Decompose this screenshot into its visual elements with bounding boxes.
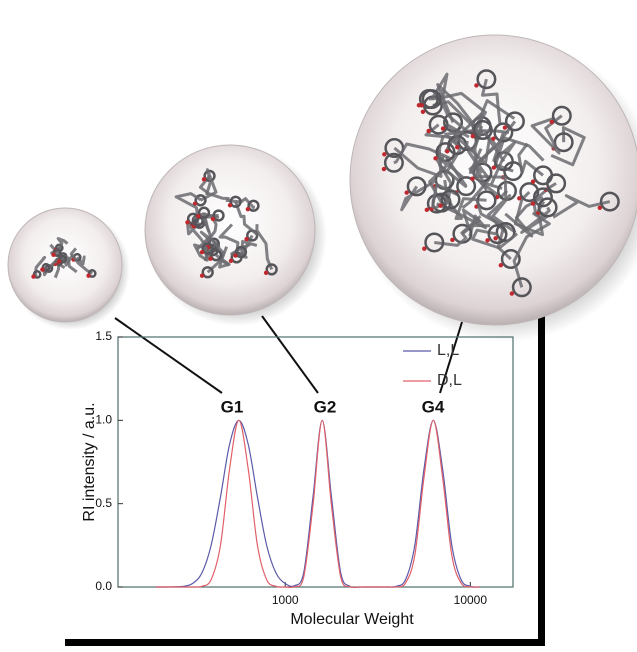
oxygen (421, 110, 425, 114)
sphere-g2 (145, 145, 315, 315)
oxygen (51, 253, 55, 257)
oxygen (531, 201, 535, 205)
oxygen (485, 238, 489, 242)
oxygen (474, 83, 478, 87)
oxygen (499, 263, 503, 267)
oxygen (493, 236, 497, 240)
oxygen (438, 203, 442, 207)
peak-label: G1 (221, 397, 244, 416)
oxygen (445, 149, 449, 153)
oxygen (208, 257, 212, 261)
figure: Molecular Weight RI intensity / a.u. 0.0… (0, 0, 637, 652)
oxygen (425, 208, 429, 212)
oxygen (211, 217, 215, 221)
y-tick-label: 1.0 (95, 413, 112, 427)
oxygen (86, 274, 90, 278)
oxygen (196, 214, 200, 218)
oxygen (264, 271, 268, 275)
oxygen (471, 134, 475, 138)
legend-label: D,L (437, 372, 462, 389)
oxygen (598, 206, 602, 210)
oxygen (244, 237, 248, 241)
oxygen (229, 259, 233, 263)
oxygen (200, 274, 204, 278)
oxygen (550, 120, 554, 124)
y-tick-label: 1.5 (95, 329, 112, 343)
oxygen (202, 177, 206, 181)
oxygen (510, 291, 514, 295)
y-tick-label: 0.5 (95, 496, 112, 510)
oxygen (404, 190, 408, 194)
x-tick-label: 10000 (454, 593, 488, 607)
oxygen (531, 179, 535, 183)
oxygen (470, 177, 474, 181)
oxygen (450, 238, 454, 242)
peak-label: G2 (314, 397, 337, 416)
oxygen (31, 274, 35, 278)
oxygen (455, 145, 459, 149)
oxygen (492, 165, 496, 169)
oxygen (57, 259, 61, 263)
x-axis-title: Molecular Weight (290, 611, 414, 628)
legend-label: L,L (437, 342, 459, 359)
oxygen (422, 247, 426, 251)
oxygen (433, 156, 437, 160)
oxygen (382, 152, 386, 156)
x-tick-label: 1000 (272, 593, 299, 607)
oxygen (419, 103, 423, 107)
oxygen (233, 253, 237, 257)
oxygen (246, 207, 250, 211)
oxygen (185, 220, 189, 224)
oxygen (228, 203, 232, 207)
oxygen (503, 125, 507, 129)
oxygen (382, 167, 386, 171)
oxygen (441, 126, 445, 130)
peak-label: G4 (422, 397, 445, 416)
y-tick-label: 0.0 (95, 579, 112, 593)
oxygen (40, 267, 44, 271)
oxygen (491, 136, 495, 140)
oxygen (200, 250, 204, 254)
oxygen (426, 129, 430, 133)
oxygen (517, 196, 521, 200)
